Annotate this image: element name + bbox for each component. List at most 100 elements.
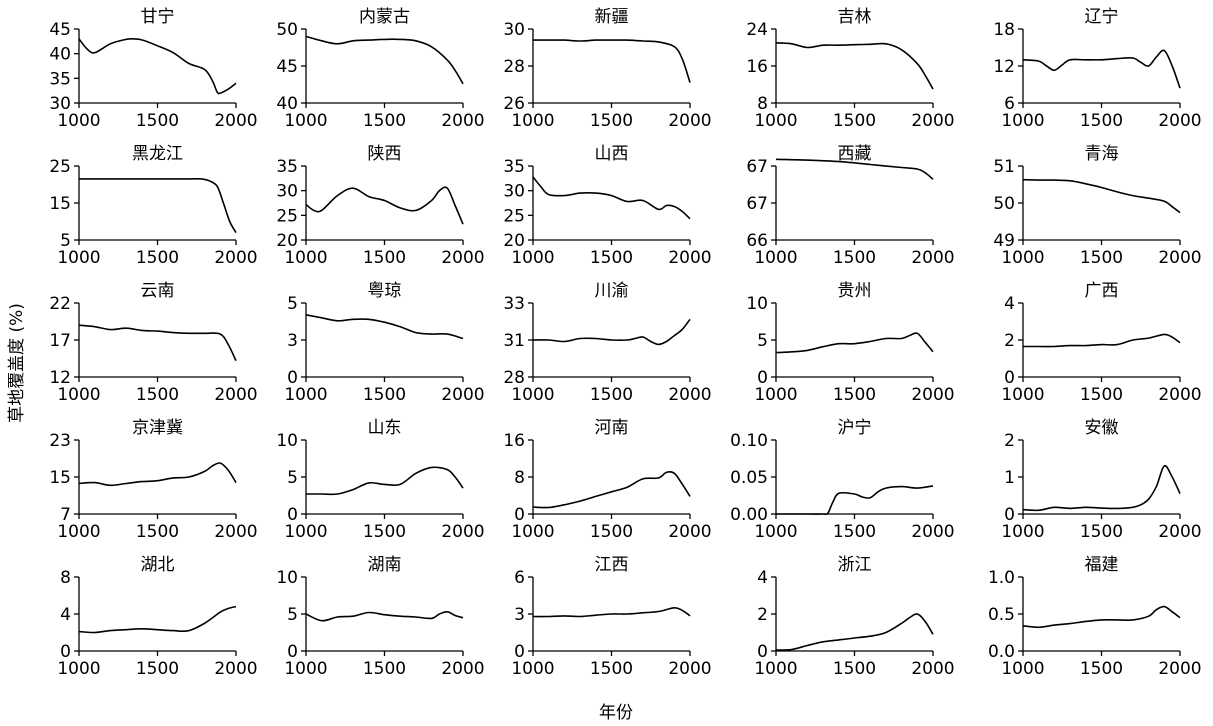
- series-line: [532, 176, 691, 220]
- series-line: [532, 471, 691, 509]
- x-tick-label: 1500: [1080, 659, 1123, 679]
- series-line: [532, 318, 691, 346]
- panel-17: 河南 0 8 16 1000 1500 2000: [503, 418, 711, 542]
- series-line: [305, 186, 464, 225]
- panel-2: 新疆 26 28 30 1000 1500 2000: [503, 7, 711, 131]
- panel-title: 黑龙江: [132, 144, 183, 164]
- panel-5: 黑龙江 5 15 25 1000 1500 2000: [49, 144, 257, 268]
- x-tick-label: 2000: [668, 248, 711, 268]
- x-tick-label: 1500: [363, 522, 406, 542]
- series-line: [79, 177, 237, 234]
- panel-16: 山东 0 5 10 1000 1500 2000: [276, 418, 484, 542]
- x-tick-label: 1000: [1001, 659, 1044, 679]
- y-tick-label: 4: [60, 605, 71, 625]
- x-tick-label: 2000: [214, 522, 257, 542]
- x-tick-label: 1500: [363, 385, 406, 405]
- series-line: [533, 39, 691, 83]
- panel-11: 粤琼 0 3 5 1000 1500 2000: [284, 281, 484, 405]
- y-tick-label: 2: [757, 605, 768, 625]
- panel-8: 西藏 66 67 67 1000 1500 2000: [746, 144, 954, 268]
- y-tick-label: 66: [746, 231, 768, 251]
- y-tick-label: 0.10: [730, 431, 768, 451]
- x-tick-label: 2000: [668, 385, 711, 405]
- x-tick-label: 1000: [57, 659, 100, 679]
- panel-title: 陕西: [368, 144, 402, 164]
- x-tick-label: 1000: [57, 522, 100, 542]
- y-tick-label: 12: [993, 57, 1015, 77]
- x-tick-label: 1500: [590, 659, 633, 679]
- y-tick-label: 24: [746, 20, 768, 40]
- y-tick-label: 0.5: [988, 605, 1015, 625]
- y-tick-label: 51: [993, 157, 1015, 177]
- x-tick-label: 1500: [136, 522, 179, 542]
- panel-21: 湖南 0 5 10 1000 1500 2000: [276, 555, 484, 679]
- series-line: [532, 606, 691, 618]
- y-tick-label: 5: [287, 468, 298, 488]
- x-tick-label: 1000: [284, 659, 327, 679]
- x-tick-label: 1000: [754, 385, 797, 405]
- series-line: [306, 466, 464, 496]
- y-tick-label: 5: [60, 231, 71, 251]
- panel-1: 内蒙古 40 45 50 1000 1500 2000: [276, 7, 484, 131]
- y-tick-label: 23: [49, 431, 71, 451]
- series-line: [775, 332, 934, 354]
- series-line: [775, 485, 934, 516]
- x-tick-label: 1500: [363, 659, 406, 679]
- y-tick-label: 0: [60, 642, 71, 662]
- y-tick-label: 50: [993, 194, 1015, 214]
- x-tick-label: 2000: [441, 659, 484, 679]
- y-tick-label: 45: [49, 20, 71, 40]
- y-tick-label: 4: [1004, 294, 1015, 314]
- y-tick-label: 31: [503, 331, 525, 351]
- panel-title: 江西: [595, 555, 629, 575]
- x-tick-label: 2000: [1158, 248, 1201, 268]
- panel-title: 浙江: [838, 555, 872, 575]
- x-tick-label: 2000: [911, 522, 954, 542]
- y-tick-label: 0: [287, 642, 298, 662]
- series-line: [305, 610, 464, 622]
- y-tick-label: 10: [276, 431, 298, 451]
- y-tick-label: 0.00: [730, 505, 768, 525]
- y-tick-label: 30: [49, 94, 71, 114]
- panel-9: 青海 49 50 51 1000 1500 2000: [993, 144, 1201, 268]
- y-tick-label: 40: [49, 45, 71, 65]
- y-tick-label: 5: [287, 294, 298, 314]
- y-tick-label: 17: [49, 331, 71, 351]
- y-tick-label: 35: [503, 157, 525, 177]
- y-tick-label: 49: [993, 231, 1015, 251]
- x-tick-label: 2000: [1158, 111, 1201, 131]
- y-tick-label: 25: [49, 157, 71, 177]
- panel-title: 云南: [141, 281, 175, 301]
- panel-title: 甘宁: [141, 7, 175, 27]
- y-tick-label: 30: [503, 182, 525, 202]
- y-tick-label: 30: [276, 182, 298, 202]
- y-tick-label: 20: [503, 231, 525, 251]
- y-tick-label: 25: [276, 206, 298, 226]
- panel-title: 京津冀: [132, 418, 183, 438]
- panel-title: 贵州: [838, 281, 872, 301]
- y-tick-label: 1: [1004, 468, 1015, 488]
- x-tick-label: 1500: [136, 385, 179, 405]
- y-tick-label: 3: [287, 331, 298, 351]
- x-tick-label: 2000: [911, 248, 954, 268]
- y-tick-label: 0.0: [988, 642, 1015, 662]
- x-tick-label: 1500: [1080, 111, 1123, 131]
- x-tick-label: 1000: [754, 522, 797, 542]
- y-tick-label: 2: [1004, 431, 1015, 451]
- panel-title: 西藏: [838, 144, 872, 164]
- series-line: [1022, 605, 1181, 629]
- x-tick-label: 2000: [441, 522, 484, 542]
- x-tick-label: 1500: [833, 659, 876, 679]
- y-tick-label: 4: [757, 568, 768, 588]
- y-tick-label: 6: [514, 568, 525, 588]
- x-tick-label: 2000: [214, 659, 257, 679]
- x-tick-label: 1500: [363, 111, 406, 131]
- panel-title: 内蒙古: [359, 7, 410, 27]
- panel-10: 云南 12 17 22 1000 1500 2000: [49, 281, 257, 405]
- y-axis-title: 草地覆盖度 (%): [7, 303, 27, 423]
- y-tick-label: 0: [287, 368, 298, 388]
- series-line: [775, 42, 934, 90]
- x-tick-label: 1000: [1001, 522, 1044, 542]
- panel-20: 湖北 0 4 8 1000 1500 2000: [57, 555, 257, 679]
- y-tick-label: 0: [1004, 368, 1015, 388]
